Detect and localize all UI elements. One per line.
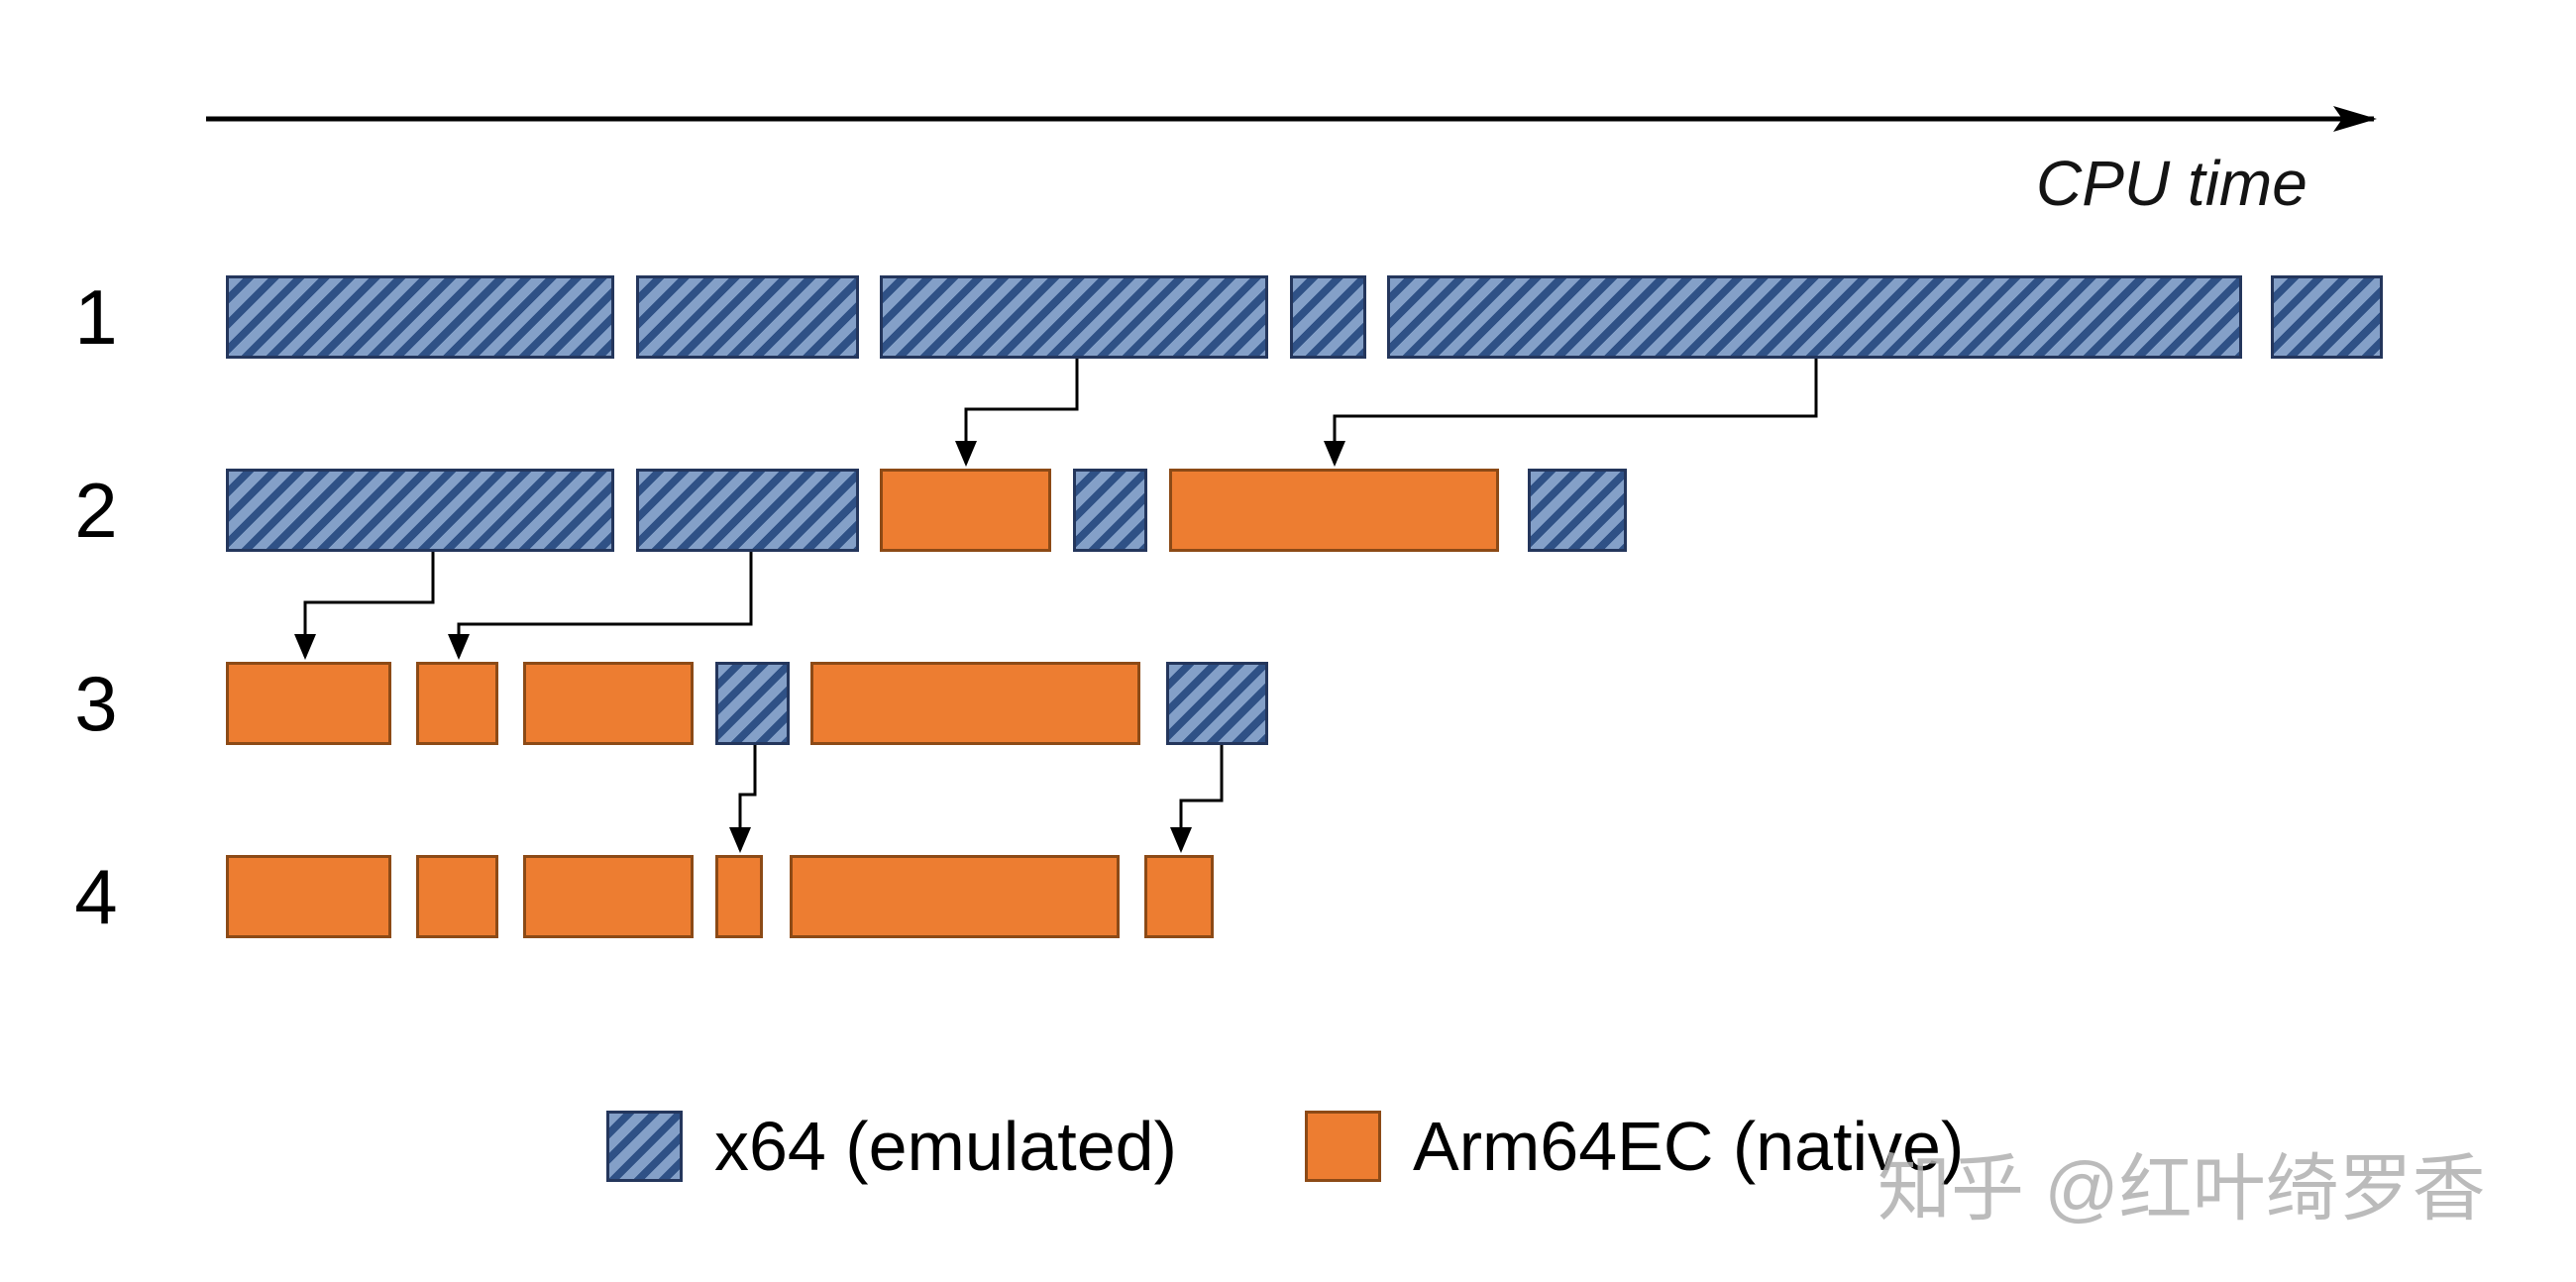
row-1-segment-4-x64: [1290, 275, 1366, 359]
row-2-label: 2: [74, 467, 118, 554]
row-1-segment-3-x64: [880, 275, 1268, 359]
row-1-segment-5-x64: [1387, 275, 2242, 359]
row-2-segment-2-x64: [636, 469, 859, 552]
row-3-segment-6-x64: [1166, 662, 1268, 745]
legend-item-x64: x64 (emulated): [606, 1107, 1177, 1186]
row-2-segment-6-x64: [1528, 469, 1627, 552]
row-2-segment-3-arm64ec: [880, 469, 1051, 552]
row-2-segment-4-x64: [1073, 469, 1147, 552]
watermark: 知乎 @红叶绮罗香: [1878, 1147, 2486, 1229]
transition-connector-row1-to-row2-a: [955, 359, 1079, 467]
row-1-segment-6-x64: [2271, 275, 2383, 359]
row-3-segment-4-x64: [715, 662, 790, 745]
row-4-segment-5-arm64ec: [790, 855, 1120, 938]
row-3-segment-1-arm64ec: [226, 662, 391, 745]
row-1-segment-2-x64: [636, 275, 859, 359]
legend-item-arm64ec: Arm64EC (native): [1305, 1107, 1964, 1186]
transition-connector-row3-to-row4-a: [729, 745, 757, 853]
transition-connector-row2-to-row3-a: [294, 552, 435, 660]
row-3-segment-5-arm64ec: [810, 662, 1140, 745]
row-3-segment-3-arm64ec: [523, 662, 694, 745]
row-1-label: 1: [74, 273, 118, 361]
legend-swatch-arm64ec-icon: [1305, 1111, 1381, 1182]
row-3-label: 3: [74, 660, 118, 747]
row-4-segment-3-arm64ec: [523, 855, 694, 938]
row-3-segment-2-arm64ec: [416, 662, 498, 745]
row-4-segment-6-arm64ec: [1144, 855, 1214, 938]
legend-label-x64: x64 (emulated): [714, 1108, 1177, 1185]
row-2-segment-1-x64: [226, 469, 614, 552]
transition-connector-row3-to-row4-b: [1170, 745, 1224, 853]
row-4-segment-1-arm64ec: [226, 855, 391, 938]
row-4-segment-2-arm64ec: [416, 855, 498, 938]
cpu-time-axis-label: CPU time: [2036, 148, 2308, 219]
row-2-segment-5-arm64ec: [1169, 469, 1499, 552]
row-4-label: 4: [74, 853, 118, 940]
transition-connector-row2-to-row3-b: [448, 552, 753, 660]
legend-swatch-x64-icon: [606, 1111, 683, 1182]
row-4-segment-4-arm64ec: [715, 855, 763, 938]
legend-label-arm64ec: Arm64EC (native): [1413, 1108, 1965, 1185]
transition-connector-row1-to-row2-b: [1324, 359, 1818, 467]
row-1-segment-1-x64: [226, 275, 614, 359]
